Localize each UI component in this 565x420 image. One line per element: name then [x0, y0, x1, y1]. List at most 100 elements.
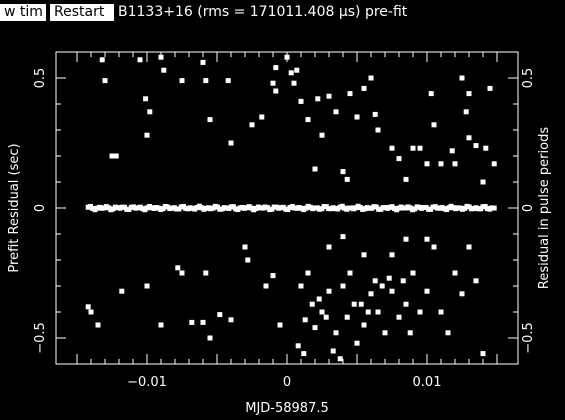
data-point — [459, 291, 465, 297]
data-point — [95, 322, 101, 328]
data-point — [316, 296, 322, 302]
data-point — [270, 273, 276, 279]
data-point — [438, 309, 444, 315]
data-point — [291, 80, 297, 86]
data-point — [179, 78, 185, 84]
x-axis-label: MJD-58987.5 — [245, 401, 329, 416]
data-point — [403, 236, 409, 242]
data-point — [288, 70, 294, 76]
data-point — [396, 156, 402, 162]
data-point — [228, 317, 234, 323]
data-point — [347, 270, 353, 276]
data-point — [354, 340, 360, 346]
data-point — [301, 351, 307, 357]
data-point — [88, 309, 94, 315]
data-point — [466, 135, 472, 141]
data-point — [200, 59, 206, 65]
data-point — [143, 96, 149, 102]
data-point — [424, 236, 430, 242]
data-point — [483, 145, 489, 151]
data-point — [480, 351, 486, 357]
data-point — [175, 265, 181, 271]
y-tick-label: −0.5 — [33, 322, 48, 354]
data-point — [361, 85, 367, 91]
data-point — [305, 270, 311, 276]
view-toggle-button[interactable]: w tim — [0, 4, 46, 21]
data-point — [375, 309, 381, 315]
data-point — [417, 309, 423, 315]
x-tick-label: 0.01 — [413, 375, 442, 390]
y2-axis-label: Residual in pulse periods — [537, 127, 552, 289]
data-point — [379, 283, 385, 289]
data-point — [361, 322, 367, 328]
data-point — [386, 275, 392, 281]
data-point — [284, 54, 290, 60]
data-point — [389, 145, 395, 151]
data-point — [389, 252, 395, 258]
data-point — [445, 330, 451, 336]
data-point — [463, 109, 469, 115]
data-point — [417, 145, 423, 151]
data-point — [203, 78, 209, 84]
data-point — [344, 176, 350, 182]
x-tick-label: −0.01 — [127, 375, 167, 390]
data-point — [99, 57, 105, 63]
data-point — [270, 80, 276, 86]
data-point — [424, 288, 430, 294]
data-point — [273, 88, 279, 94]
data-point — [400, 278, 406, 284]
axis-ticks — [56, 51, 518, 365]
data-point — [245, 257, 251, 263]
data-point — [312, 325, 318, 331]
data-point — [368, 291, 374, 297]
x-tick-label: 0 — [283, 375, 291, 390]
data-point — [424, 161, 430, 167]
data-point — [340, 169, 346, 175]
data-point — [147, 109, 153, 115]
data-point — [389, 288, 395, 294]
tick-labels: −0.01 0 0.01 −0.5 0 0.5 −0.5 0 0.5 — [33, 68, 536, 390]
data-point — [358, 301, 364, 307]
data-point — [431, 244, 437, 250]
data-point — [315, 96, 321, 102]
data-point — [319, 132, 325, 138]
data-point — [452, 270, 458, 276]
plot-title: B1133+16 (rms = 171011.408 μs) pre-fit — [118, 4, 408, 20]
data-point — [158, 322, 164, 328]
data-point — [189, 319, 195, 325]
data-point — [407, 330, 413, 336]
data-point — [452, 161, 458, 167]
data-point — [319, 309, 325, 315]
data-point — [396, 314, 402, 320]
data-point — [225, 78, 231, 84]
restart-button[interactable]: Restart — [50, 4, 114, 21]
data-point — [305, 117, 311, 123]
data-point — [403, 301, 409, 307]
data-point — [428, 91, 434, 97]
data-point — [203, 270, 209, 276]
y2-tick-label: 0.5 — [521, 68, 536, 89]
data-point — [312, 166, 318, 172]
y2-tick-label: 0 — [521, 204, 536, 212]
data-point — [309, 301, 315, 307]
data-point — [372, 278, 378, 284]
data-point — [277, 322, 283, 328]
data-point — [242, 244, 248, 250]
data-point — [298, 283, 304, 289]
data-point — [491, 205, 497, 211]
data-point — [403, 176, 409, 182]
data-point — [326, 288, 332, 294]
data-point — [326, 244, 332, 250]
data-point — [410, 145, 416, 151]
data-point — [372, 111, 378, 117]
data-point — [330, 348, 336, 354]
data-point — [228, 140, 234, 146]
data-point — [333, 330, 339, 336]
data-point — [361, 252, 367, 258]
data-point — [302, 317, 308, 323]
data-point — [207, 335, 213, 341]
data-point — [354, 114, 360, 120]
data-points — [85, 54, 497, 362]
data-point — [85, 304, 91, 310]
